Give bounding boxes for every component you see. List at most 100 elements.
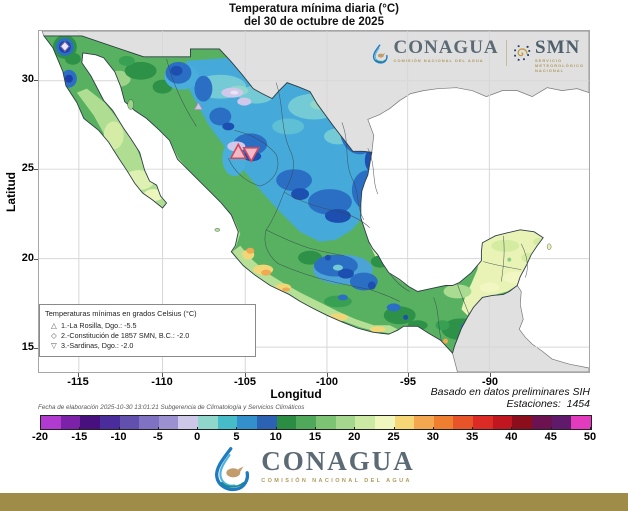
colorbar-tick (118, 427, 120, 430)
header-logos: CONAGUA COMISIÓN NACIONAL DEL AGUA SMN S… (372, 38, 584, 74)
elaboration-note: Fecha de elaboración 2025-10-30 13:01:21… (38, 404, 305, 411)
title-line-1: Temperatura mínima diaria (°C) (229, 3, 399, 15)
colorbar-segment-7 (178, 416, 199, 429)
state-boundaries (166, 58, 528, 342)
footer-conagua-text: CONAGUA COMISIÓN NACIONAL DEL AGUA (261, 446, 415, 484)
colorbar-segment-25 (532, 416, 552, 429)
colorbar-tick (511, 427, 513, 430)
stations-count-note: Estaciones: 1454 (506, 398, 590, 410)
y-tick-label: 30 (21, 73, 34, 85)
colorbar-tick-label: 25 (387, 431, 400, 443)
station-markers (59, 40, 261, 163)
conagua-wordmark: CONAGUA (393, 37, 499, 58)
station-legend-symbol: ▽ (51, 341, 57, 350)
colorbar-segment-14 (315, 416, 336, 429)
y-tick-mark (34, 348, 38, 349)
station-legend-entry-3: ▽ 3.-Sardinas, Dgo.: -2.0 (45, 341, 255, 351)
colorbar-tick-label: -15 (71, 431, 88, 443)
smn-wordmark: SMN (535, 37, 581, 58)
y-tick-mark (34, 259, 38, 260)
x-tick-label: -115 (67, 376, 89, 388)
y-tick-label: 15 (21, 341, 34, 353)
colorbar-tick (40, 427, 41, 430)
footer-conagua-tagline: COMISIÓN NACIONAL DEL AGUA (261, 478, 412, 484)
colorbar-tick-label: 30 (426, 431, 439, 443)
colorbar-segment-5 (139, 416, 159, 429)
footer-conagua-wordmark: CONAGUA (261, 446, 415, 476)
station-legend-text: 1.-La Rosilla, Dgo.: -5.5 (61, 321, 137, 330)
station-marker-constitucion-1857 (59, 40, 71, 53)
colorbar-segment-18 (394, 416, 415, 429)
colorbar-tick-label: -10 (110, 431, 127, 443)
mexico-outline (43, 35, 544, 354)
colorbar-segment-22 (473, 416, 493, 429)
conagua-footer-icon (215, 447, 250, 492)
station-legend-entry-1: △ 1.-La Rosilla, Dgo.: -5.5 (45, 321, 255, 331)
colorbar-axis: -20 -15 -10 -5 0 5 10 15 20 25 30 35 40 45 50 (32, 427, 596, 446)
station-marker-la-rosilla (229, 142, 248, 160)
colorbar-tick-label: 15 (308, 431, 322, 443)
x-tick-mark (490, 373, 491, 377)
colorbar-segment-12 (276, 416, 297, 429)
y-axis-label: Latitud (4, 172, 18, 212)
colorbar-segment-9 (217, 416, 238, 429)
colorbar-tick-label: 10 (269, 431, 282, 443)
colorbar-segment-2 (80, 416, 100, 429)
colorbar-tick (275, 427, 277, 430)
conagua-logo-text: CONAGUA COMISIÓN NACIONAL DEL AGUA (393, 37, 499, 64)
colorbar-segment-20 (433, 416, 454, 429)
colorbar-tick (590, 427, 591, 430)
colorbar-tick (472, 427, 474, 430)
colorbar-tick-label: 5 (233, 431, 240, 443)
colorbar-segment-0 (41, 416, 61, 429)
station-legend-symbol: ◇ (51, 331, 57, 340)
smn-logo-icon (514, 45, 531, 61)
colorbar-tick-label: 0 (194, 431, 201, 443)
x-tick-label: -110 (151, 376, 173, 388)
station-legend-title: Temperaturas mínimas en grados Celsius (… (45, 309, 197, 318)
conagua-logo-icon (372, 44, 388, 64)
colorbar-segment-3 (99, 416, 120, 429)
title-line-2: del 30 de octubre de 2025 (244, 16, 384, 28)
station-legend-text: 2.-Constitución de 1857 SMN, B.C.: -2.0 (61, 331, 190, 340)
x-tick-mark (245, 373, 246, 377)
x-tick-mark (408, 373, 409, 377)
colorbar-segment-23 (492, 416, 513, 429)
logo-divider (505, 40, 507, 66)
y-tick-label: 25 (21, 162, 34, 174)
colorbar-tick (157, 427, 159, 430)
station-legend-rows: △ 1.-La Rosilla, Dgo.: -5.5 ◇ 2.-Constituci… (45, 321, 255, 351)
x-tick-label: -90 (482, 376, 498, 388)
colorbar-segment-10 (237, 416, 258, 429)
colorbar-segment-13 (296, 416, 316, 429)
colorbar-tick (393, 427, 395, 430)
conagua-tagline: COMISIÓN NACIONAL DEL AGUA (393, 58, 484, 63)
x-tick-mark (327, 373, 328, 377)
colorbar-tick (550, 427, 552, 430)
colorbar-tick-label: 20 (348, 431, 361, 443)
colorbar-tick-label: 35 (466, 431, 479, 443)
colorbar-segment-6 (158, 416, 179, 429)
colorbar-tick (315, 427, 316, 430)
x-tick-label: -100 (315, 376, 339, 388)
colorbar-segment-11 (257, 416, 277, 429)
temperature-colorbar (40, 415, 592, 430)
colorbar-segment-16 (355, 416, 375, 429)
station-legend-text: 3.-Sardinas, Dgo.: -2.0 (61, 341, 134, 350)
smn-tagline: SERVICIO METEOROLÓGICO NACIONAL (535, 58, 585, 73)
colorbar-tick-label: 45 (544, 431, 557, 443)
colorbar-tick-label: 50 (583, 431, 597, 443)
station-legend-symbol: △ (51, 321, 57, 330)
colorbar-tick-label: -20 (32, 431, 48, 443)
preliminary-note: Basado en datos preliminares SIH (430, 386, 590, 398)
page-title: Temperatura mínima diaria (°C) del 30 de… (0, 3, 628, 29)
footer-gold-bar (0, 493, 628, 511)
y-tick-mark (34, 80, 38, 81)
mexico-temperature-map: Temperaturas mínimas en grados Celsius (… (38, 30, 590, 373)
colorbar-segment-26 (551, 416, 572, 429)
colorbar-segment-4 (119, 416, 140, 429)
x-tick-label: -95 (400, 376, 416, 388)
x-tick-label: -105 (233, 376, 257, 388)
colorbar-segment-1 (60, 416, 81, 429)
colorbar-segment-17 (374, 416, 395, 429)
